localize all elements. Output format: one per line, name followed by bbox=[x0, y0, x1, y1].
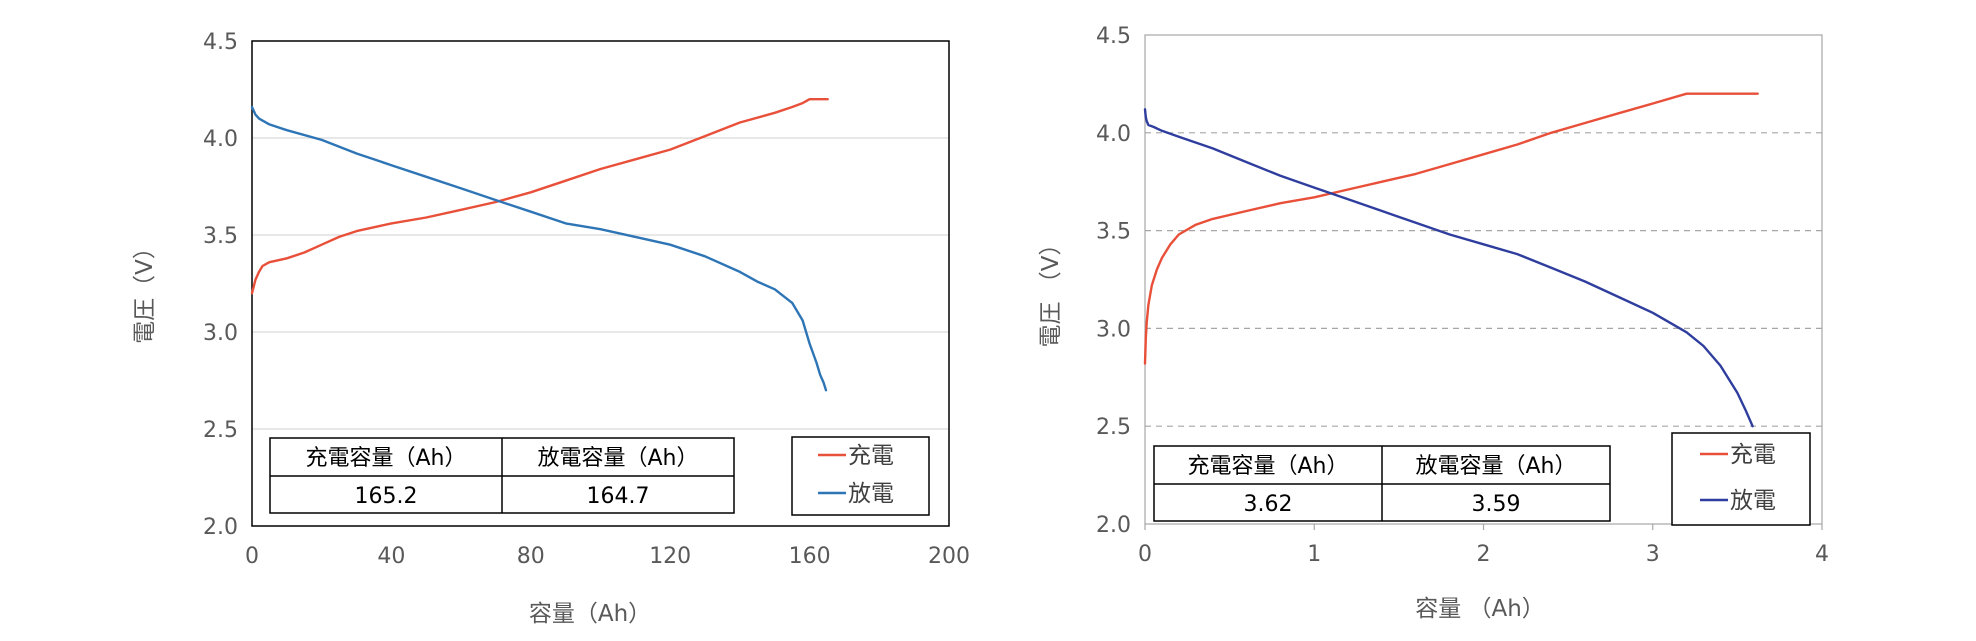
right-y-tick-label: 3.0 bbox=[1096, 317, 1131, 342]
right-chart: 2.0 2.5 3.0 3.5 4.0 4.5 0 1 2 3 4 充電容量（Ah） 放電容量（A… bbox=[1038, 24, 1829, 622]
right-table-value-charge: 3.62 bbox=[1244, 492, 1293, 517]
left-y-ticks: 2.0 2.5 3.0 3.5 4.0 4.5 bbox=[203, 30, 238, 540]
right-x-tick-label: 3 bbox=[1646, 542, 1660, 567]
right-y-tick-label: 2.0 bbox=[1096, 513, 1131, 538]
left-legend-label-discharge: 放電 bbox=[848, 481, 894, 507]
left-legend-label-charge: 充電 bbox=[848, 443, 894, 469]
left-y-tick-label: 4.0 bbox=[203, 127, 238, 152]
left-series bbox=[250, 97, 829, 392]
left-y-axis-title: 電圧（V） bbox=[132, 236, 158, 344]
right-y-tick-label: 3.5 bbox=[1096, 220, 1131, 245]
right-y-tick-label: 2.5 bbox=[1096, 415, 1131, 440]
left-x-tick-label: 0 bbox=[245, 544, 259, 569]
left-y-tick-label: 2.5 bbox=[203, 418, 238, 443]
right-capacity-table: 充電容量（Ah） 放電容量（Ah） 3.62 3.59 bbox=[1153, 445, 1611, 522]
left-x-tick-label: 160 bbox=[789, 544, 831, 569]
left-y-tick-label: 4.5 bbox=[203, 30, 238, 55]
right-legend: 充電 放電 bbox=[1671, 432, 1811, 526]
right-gridlines bbox=[1145, 132, 1822, 427]
right-series-line-discharge bbox=[1143, 108, 1754, 428]
right-x-tick-label: 1 bbox=[1307, 542, 1321, 567]
left-capacity-table: 充電容量（Ah） 放電容量（Ah） 165.2 164.7 bbox=[269, 437, 735, 514]
right-y-ticks: 2.0 2.5 3.0 3.5 4.0 4.5 bbox=[1096, 24, 1131, 538]
left-x-ticks: 0 40 80 120 160 200 bbox=[245, 544, 970, 569]
left-chart: 2.02.53.03.54.04.5 0 40 80 120 160 200 充電容量（A… bbox=[132, 30, 970, 627]
right-table-value-discharge: 3.59 bbox=[1472, 492, 1521, 517]
left-table-value-discharge: 164.7 bbox=[587, 484, 650, 509]
left-table-header-discharge: 放電容量（Ah） bbox=[538, 446, 699, 471]
right-y-tick-label: 4.5 bbox=[1096, 24, 1131, 49]
left-gridlines bbox=[252, 137, 949, 430]
right-series-line-charge bbox=[1143, 92, 1759, 365]
left-x-tick-label: 200 bbox=[928, 544, 970, 569]
right-x-tick-label: 2 bbox=[1477, 542, 1491, 567]
right-legend-label-discharge: 放電 bbox=[1730, 488, 1776, 514]
left-y-tick-label: 3.5 bbox=[203, 224, 238, 249]
right-y-tick-label: 4.0 bbox=[1096, 122, 1131, 147]
left-x-tick-label: 120 bbox=[649, 544, 691, 569]
left-series-line-discharge bbox=[250, 105, 828, 392]
right-x-tick-label: 0 bbox=[1138, 542, 1152, 567]
left-y-tick-label: 3.0 bbox=[203, 321, 238, 346]
left-table-header-charge: 充電容量（Ah） bbox=[306, 446, 467, 471]
left-plot-area bbox=[251, 40, 950, 527]
right-y-axis-title: 電圧 （V） bbox=[1038, 232, 1064, 347]
left-series-line-charge bbox=[250, 97, 829, 295]
right-x-axis-title: 容量 （Ah） bbox=[1415, 596, 1545, 622]
right-series bbox=[1143, 92, 1759, 428]
left-table-value-charge: 165.2 bbox=[355, 484, 418, 509]
left-legend: 充電 放電 bbox=[791, 436, 930, 516]
left-x-tick-label: 40 bbox=[377, 544, 405, 569]
right-table-header-charge: 充電容量（Ah） bbox=[1188, 454, 1349, 479]
left-y-tick-label: 2.0 bbox=[203, 515, 238, 540]
right-x-ticks: 0 1 2 3 4 bbox=[1138, 524, 1829, 567]
right-table-header-discharge: 放電容量（Ah） bbox=[1416, 454, 1577, 479]
left-x-axis-title: 容量（Ah） bbox=[529, 601, 651, 627]
left-x-tick-label: 80 bbox=[517, 544, 545, 569]
right-legend-label-charge: 充電 bbox=[1730, 442, 1776, 468]
right-x-tick-label: 4 bbox=[1815, 542, 1829, 567]
